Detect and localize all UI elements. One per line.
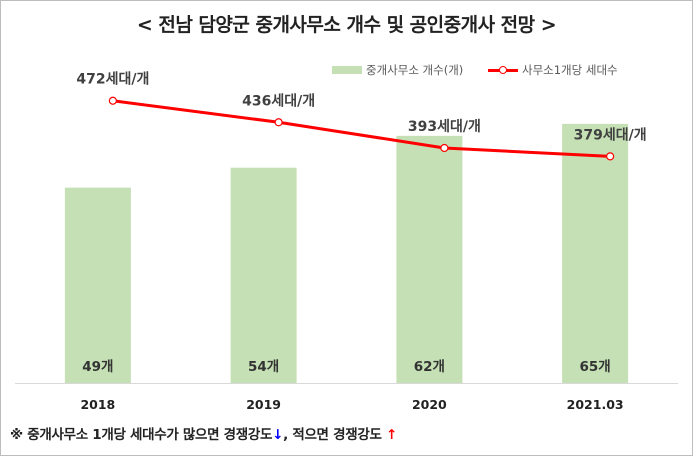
footnote-text-2: , 적으면 경쟁강도 xyxy=(283,427,386,443)
legend-line-swatch xyxy=(488,65,518,74)
x-tick-label: 2019 xyxy=(246,397,281,412)
line-value-label: 472세대/개 xyxy=(76,72,149,88)
bar-value-label: 49개 xyxy=(82,359,113,375)
bar-2019 xyxy=(230,167,297,383)
bar-2018 xyxy=(64,187,131,383)
line-point-2021.03 xyxy=(606,152,615,161)
line-point-2018 xyxy=(108,96,117,105)
legend-item-line: 사무소1개당 세대수 xyxy=(488,62,618,78)
line-value-label: 379세대/개 xyxy=(574,127,647,143)
x-tick-label: 2021.03 xyxy=(567,397,624,412)
legend-bar-swatch xyxy=(332,66,362,74)
bar-value-label: 65개 xyxy=(580,359,611,375)
arrow-up-icon: ↑ xyxy=(385,427,397,443)
legend-line-label: 사무소1개당 세대수 xyxy=(522,63,618,77)
bar-value-label: 62개 xyxy=(414,359,445,375)
chart-title: < 전남 담양군 중개사무소 개수 및 공인중개사 전망 > xyxy=(136,14,557,36)
line-series-households-per-office xyxy=(112,99,611,158)
line-point-2020 xyxy=(440,143,449,153)
bar-value-label: 54개 xyxy=(248,359,279,375)
legend-item-bars: 중개사무소 개수(개) xyxy=(332,62,463,78)
arrow-down-icon: ↓ xyxy=(272,427,284,443)
x-tick-label: 2018 xyxy=(80,397,115,412)
line-value-label: 393세대/개 xyxy=(408,119,481,135)
bar-2020 xyxy=(396,135,463,383)
line-value-label: 436세대/개 xyxy=(242,93,315,109)
footnote-text-1: ※ 중개사무소 1개당 세대수가 많으면 경쟁강도 xyxy=(10,427,273,443)
bar-2021.03 xyxy=(562,123,629,383)
line-point-2019 xyxy=(274,118,283,127)
legend-bar-label: 중개사무소 개수(개) xyxy=(366,63,464,77)
footnote: ※ 중개사무소 1개당 세대수가 많으면 경쟁강도↓, 적으면 경쟁강도 ↑ xyxy=(10,423,397,443)
x-tick-label: 2020 xyxy=(412,397,447,412)
